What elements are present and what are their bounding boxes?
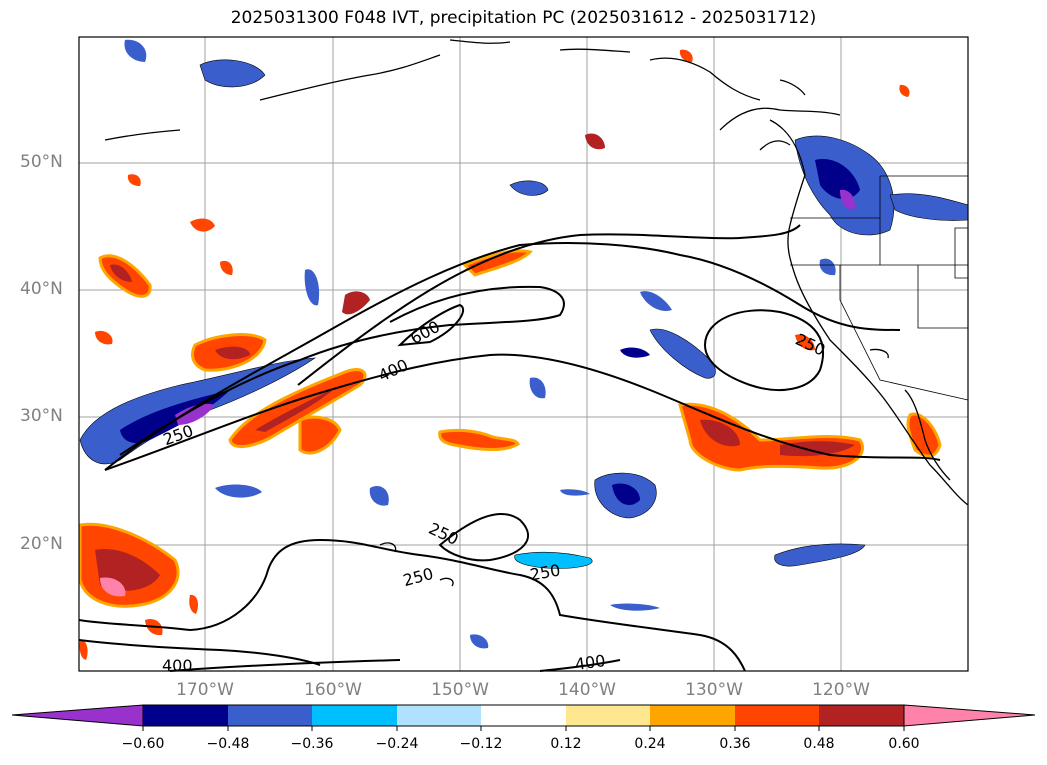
lon-label: 170°W <box>176 680 234 700</box>
colorbar-tick-label: −0.60 <box>121 736 165 752</box>
colorbar-outline <box>142 704 905 727</box>
colorbar-segment <box>650 705 735 726</box>
colorbar-segment <box>143 705 228 726</box>
lat-label: 30°N <box>20 406 63 426</box>
map-title: 2025031300 F048 IVT, precipitation PC (2… <box>230 8 817 28</box>
contour-label: 250 <box>426 519 462 549</box>
lat-label: 20°N <box>20 534 63 554</box>
colorbar-tick-label: −0.36 <box>290 736 334 752</box>
colorbar-segment <box>228 705 312 726</box>
state-borders <box>790 175 969 401</box>
colorbar-tick-label: 0.36 <box>719 736 751 752</box>
colorbar-tick-label: −0.24 <box>375 736 419 752</box>
colorbar-segment <box>312 705 397 726</box>
contour-label: 250 <box>528 560 561 584</box>
colorbar-tick-label: 0.60 <box>888 736 920 752</box>
contour-label: 400 <box>375 355 411 385</box>
colorbar <box>11 704 1036 731</box>
precip-negative-patches <box>79 39 969 649</box>
colorbar-extend-max <box>903 704 1036 727</box>
colorbar-tick-label: 0.12 <box>550 736 582 752</box>
contour-label: 400 <box>574 651 607 674</box>
colorbar-tick-label: −0.12 <box>459 736 503 752</box>
lat-label: 40°N <box>20 279 63 299</box>
contour-label: 400 <box>162 656 193 675</box>
lon-label: 160°W <box>304 680 362 700</box>
colorbar-segment <box>735 705 819 726</box>
colorbar-extend-min <box>11 704 144 727</box>
colorbar-tick-label: 0.48 <box>803 736 835 752</box>
colorbar-segment <box>481 705 566 726</box>
lon-label: 130°W <box>685 680 743 700</box>
lon-label: 120°W <box>812 680 870 700</box>
ivt-contours <box>78 224 941 672</box>
lon-label: 150°W <box>431 680 489 700</box>
coastlines <box>104 39 969 587</box>
plot-area: 600 400 250 250 250 250 250 400 400 <box>78 36 969 675</box>
colorbar-tick-label: 0.24 <box>634 736 666 752</box>
contour-label: 250 <box>401 564 435 590</box>
lat-label: 50°N <box>20 152 63 172</box>
colorbar-segment <box>819 705 904 726</box>
colorbar-tick-label: −0.48 <box>206 736 250 752</box>
map-frame <box>78 36 969 672</box>
colorbar-segment <box>397 705 481 726</box>
colorbar-segment <box>566 705 650 726</box>
lon-label: 140°W <box>558 680 616 700</box>
